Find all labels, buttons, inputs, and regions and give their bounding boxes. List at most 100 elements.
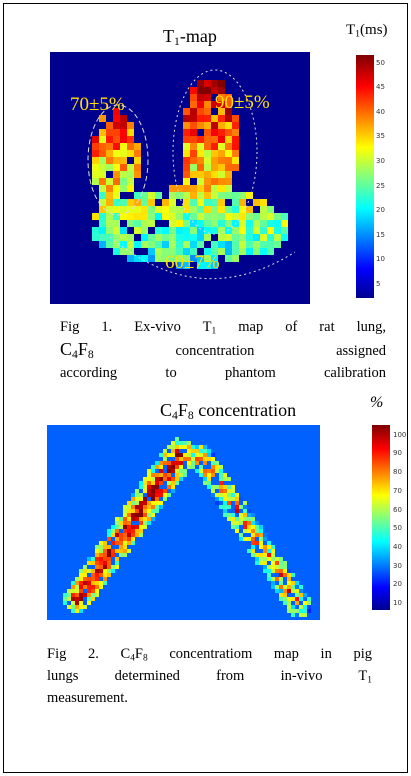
map-pixel bbox=[139, 525, 143, 529]
map-pixel bbox=[127, 199, 134, 206]
map-pixel bbox=[99, 164, 106, 171]
map-pixel bbox=[119, 517, 123, 521]
map-pixel bbox=[287, 581, 291, 585]
map-pixel bbox=[190, 157, 197, 164]
text: according to phantom calibration bbox=[60, 365, 386, 381]
map-pixel bbox=[127, 206, 134, 213]
map-pixel bbox=[107, 569, 111, 573]
annotation: 90±5% bbox=[215, 92, 270, 113]
map-pixel bbox=[148, 220, 155, 227]
map-pixel bbox=[103, 561, 107, 565]
map-pixel bbox=[225, 248, 232, 255]
map-pixel bbox=[203, 469, 207, 473]
map-pixel bbox=[135, 497, 139, 501]
map-pixel bbox=[211, 457, 215, 461]
map-pixel bbox=[67, 589, 71, 593]
map-pixel bbox=[251, 513, 255, 517]
map-pixel bbox=[169, 248, 176, 255]
map-pixel bbox=[134, 227, 141, 234]
map-pixel bbox=[179, 457, 183, 461]
map-pixel bbox=[169, 227, 176, 234]
map-pixel bbox=[151, 473, 155, 477]
map-pixel bbox=[260, 199, 267, 206]
map-pixel bbox=[147, 477, 151, 481]
map-pixel bbox=[92, 178, 99, 185]
map-pixel bbox=[106, 185, 113, 192]
map-pixel bbox=[271, 545, 275, 549]
map-pixel bbox=[211, 241, 218, 248]
map-pixel bbox=[63, 601, 67, 605]
map-pixel bbox=[211, 150, 218, 157]
map-pixel bbox=[203, 449, 207, 453]
map-pixel bbox=[279, 585, 283, 589]
map-pixel bbox=[190, 143, 197, 150]
map-pixel bbox=[171, 489, 175, 493]
map-pixel bbox=[211, 129, 218, 136]
map-pixel bbox=[83, 605, 87, 609]
fig2-title: C4F8 concentration bbox=[160, 400, 296, 421]
map-pixel bbox=[99, 565, 103, 569]
map-pixel bbox=[63, 593, 67, 597]
map-pixel bbox=[281, 220, 288, 227]
map-pixel bbox=[232, 136, 239, 143]
map-pixel bbox=[287, 577, 291, 581]
map-pixel bbox=[251, 533, 255, 537]
map-pixel bbox=[203, 445, 207, 449]
map-pixel bbox=[232, 234, 239, 241]
map-pixel bbox=[199, 465, 203, 469]
map-pixel bbox=[197, 227, 204, 234]
map-pixel bbox=[211, 248, 218, 255]
map-pixel bbox=[204, 108, 211, 115]
map-pixel bbox=[204, 213, 211, 220]
map-pixel bbox=[113, 199, 120, 206]
map-pixel bbox=[75, 577, 79, 581]
map-pixel bbox=[197, 122, 204, 129]
map-pixel bbox=[195, 461, 199, 465]
map-pixel bbox=[283, 597, 287, 601]
map-pixel bbox=[246, 213, 253, 220]
map-pixel bbox=[271, 553, 275, 557]
map-pixel bbox=[95, 577, 99, 581]
map-pixel bbox=[197, 87, 204, 94]
map-pixel bbox=[187, 441, 191, 445]
colorbar-tick-label: 20 bbox=[376, 206, 385, 215]
map-pixel bbox=[215, 461, 219, 465]
map-pixel bbox=[239, 227, 246, 234]
map-pixel bbox=[191, 449, 195, 453]
map-pixel bbox=[95, 545, 99, 549]
map-pixel bbox=[279, 569, 283, 573]
map-pixel bbox=[75, 605, 79, 609]
map-pixel bbox=[99, 557, 103, 561]
map-pixel bbox=[99, 581, 103, 585]
map-pixel bbox=[260, 241, 267, 248]
map-pixel bbox=[167, 469, 171, 473]
map-pixel bbox=[295, 597, 299, 601]
map-pixel bbox=[113, 234, 120, 241]
map-pixel bbox=[155, 465, 159, 469]
text: Fig 2. C bbox=[47, 646, 131, 662]
map-pixel bbox=[283, 601, 287, 605]
map-pixel bbox=[267, 565, 271, 569]
map-pixel bbox=[218, 136, 225, 143]
map-pixel bbox=[131, 541, 135, 545]
map-pixel bbox=[253, 220, 260, 227]
map-pixel bbox=[113, 129, 120, 136]
map-pixel bbox=[253, 241, 260, 248]
map-pixel bbox=[211, 171, 218, 178]
map-pixel bbox=[211, 493, 215, 497]
map-pixel bbox=[134, 192, 141, 199]
map-pixel bbox=[211, 227, 218, 234]
map-pixel bbox=[183, 150, 190, 157]
map-pixel bbox=[251, 549, 255, 553]
map-pixel bbox=[163, 453, 167, 457]
map-pixel bbox=[299, 609, 303, 613]
map-pixel bbox=[131, 497, 135, 501]
map-pixel bbox=[251, 541, 255, 545]
map-pixel bbox=[120, 115, 127, 122]
map-pixel bbox=[71, 585, 75, 589]
map-pixel bbox=[99, 220, 106, 227]
map-pixel bbox=[190, 129, 197, 136]
map-pixel bbox=[115, 521, 119, 525]
map-pixel bbox=[151, 481, 155, 485]
text: (ms) bbox=[360, 22, 388, 38]
